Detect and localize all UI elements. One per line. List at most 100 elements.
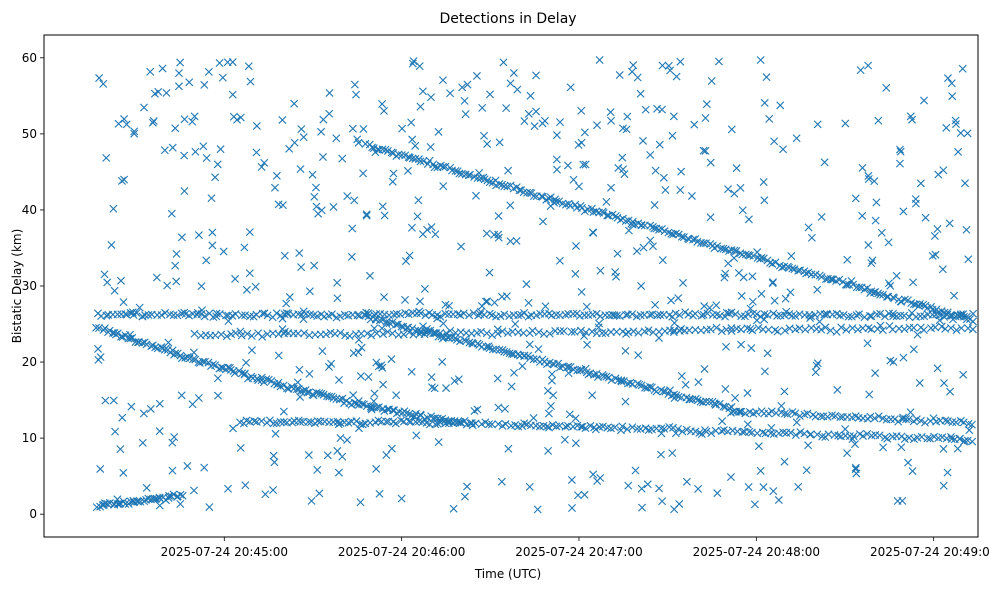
data-point: [420, 284, 429, 293]
data-point: [616, 215, 625, 224]
y-tick-label: 20: [22, 355, 37, 369]
data-point: [565, 410, 574, 419]
data-point: [675, 310, 684, 319]
data-point: [791, 311, 800, 320]
data-point: [589, 370, 598, 379]
data-point: [392, 391, 401, 400]
data-point: [833, 385, 842, 394]
data-point: [652, 387, 661, 396]
data-point: [231, 329, 240, 338]
data-point: [668, 449, 677, 458]
data-point: [912, 415, 921, 424]
data-point: [687, 191, 696, 200]
data-point: [889, 357, 898, 366]
data-point: [398, 124, 407, 133]
data-point: [215, 58, 224, 67]
data-point: [212, 309, 221, 318]
data-point: [439, 162, 448, 171]
data-point: [552, 165, 561, 174]
data-points: [92, 55, 978, 514]
data-point: [96, 353, 105, 362]
data-point: [185, 78, 194, 87]
data-point: [629, 61, 638, 70]
data-point: [634, 351, 643, 360]
data-point: [705, 397, 714, 406]
data-point: [935, 316, 944, 325]
data-point: [677, 167, 686, 176]
data-point: [682, 425, 691, 434]
data-point: [848, 324, 857, 333]
data-point: [791, 409, 800, 418]
data-point: [519, 329, 528, 338]
data-point: [217, 363, 226, 372]
data-point: [348, 124, 357, 133]
data-point: [338, 154, 347, 163]
data-point: [694, 484, 703, 493]
data-point: [314, 209, 323, 218]
data-point: [654, 333, 663, 342]
data-point: [817, 325, 826, 334]
data-point: [149, 117, 158, 126]
data-point: [126, 330, 134, 339]
data-point: [367, 331, 376, 340]
data-point: [547, 376, 556, 385]
data-point: [588, 228, 597, 237]
data-point: [871, 216, 880, 225]
data-point: [659, 173, 668, 182]
data-point: [690, 120, 699, 129]
data-point: [960, 436, 969, 445]
data-point: [550, 198, 559, 207]
data-point: [538, 217, 547, 226]
data-point: [875, 431, 884, 440]
data-point: [841, 119, 850, 128]
data-point: [646, 221, 655, 230]
data-point: [377, 324, 386, 333]
data-point: [495, 138, 504, 147]
data-point: [802, 466, 811, 475]
data-point: [359, 124, 368, 133]
data-point: [828, 411, 837, 420]
data-point: [571, 439, 580, 448]
data-point: [968, 325, 977, 334]
data-point: [546, 193, 555, 202]
data-point: [745, 251, 754, 260]
data-point: [899, 207, 908, 216]
data-point: [173, 311, 182, 320]
data-point: [737, 407, 746, 416]
data-point: [737, 312, 746, 321]
data-point: [518, 362, 527, 371]
data-point: [876, 290, 885, 299]
data-point: [226, 365, 235, 374]
data-point: [607, 376, 616, 385]
data-point: [732, 164, 741, 173]
data-point: [307, 496, 316, 505]
data-point: [119, 468, 128, 477]
data-point: [222, 311, 231, 320]
data-point: [699, 239, 708, 248]
data-point: [211, 361, 220, 370]
data-point: [769, 487, 778, 496]
data-point: [411, 141, 420, 150]
data-point: [348, 224, 357, 233]
data-point: [416, 157, 425, 166]
data-point: [738, 206, 747, 215]
data-point: [769, 309, 778, 318]
data-point: [880, 312, 889, 321]
data-point: [241, 481, 250, 490]
data-point: [965, 426, 974, 435]
data-point: [952, 326, 961, 335]
data-point: [408, 135, 417, 144]
data-point: [767, 423, 776, 432]
data-point: [388, 177, 397, 186]
data-point: [343, 435, 352, 444]
data-point: [274, 200, 283, 209]
data-point: [200, 463, 209, 472]
data-point: [415, 307, 424, 316]
data-point: [171, 124, 180, 133]
data-point: [682, 477, 691, 486]
data-point: [245, 228, 254, 237]
data-point: [529, 192, 538, 201]
data-point: [526, 91, 535, 100]
data-point: [456, 418, 465, 427]
data-point: [623, 112, 632, 121]
